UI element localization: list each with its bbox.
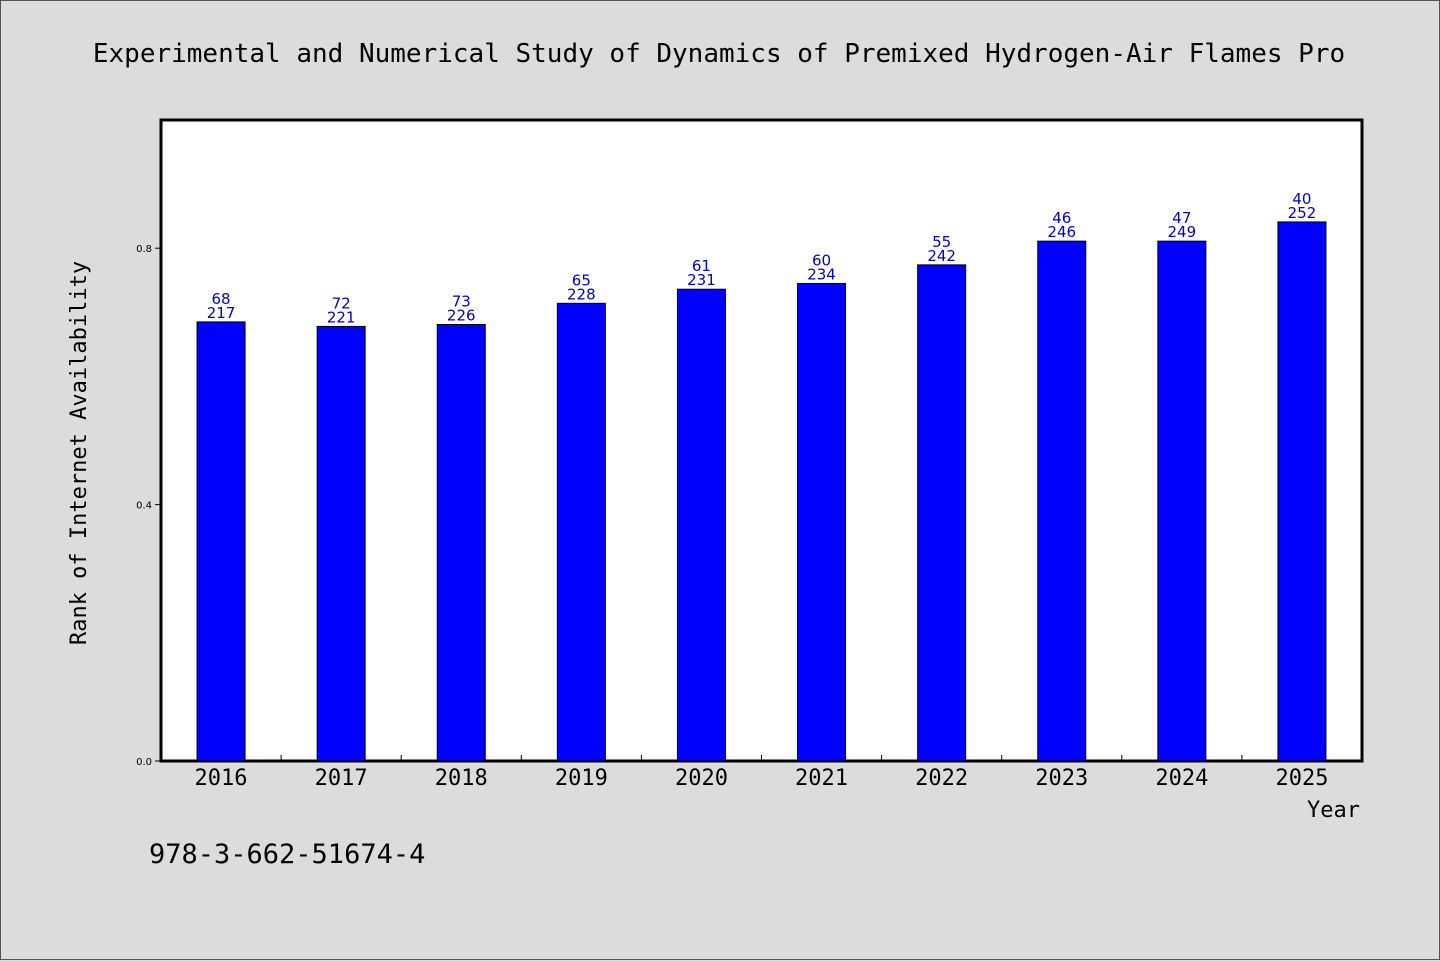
bar-label-bottom-2018: 226 xyxy=(447,306,476,324)
bar-2016 xyxy=(196,321,246,762)
bar-label-bottom-2024: 249 xyxy=(1168,223,1197,241)
bar-label-bottom-2022: 242 xyxy=(927,247,956,265)
bar-label-top-2020: 61 xyxy=(692,257,711,275)
x-tick-label-2020: 2020 xyxy=(675,766,728,791)
bar-label-top-2016: 68 xyxy=(212,290,231,308)
bar-label-top-2023: 46 xyxy=(1052,209,1071,227)
x-tick-label-2025: 2025 xyxy=(1275,766,1328,791)
bar-2017 xyxy=(316,325,366,762)
bar-2023 xyxy=(1037,240,1087,762)
x-ticks-group: 2016 2017 2018 2019 2020 2021 2022 2023 2024 2025 xyxy=(195,755,1328,791)
bar-2021 xyxy=(797,282,847,762)
x-tick-label-2023: 2023 xyxy=(1035,766,1088,791)
bar-label-bottom-2021: 234 xyxy=(807,265,836,283)
y-axis-label: Rank of Internet Availability xyxy=(67,261,92,645)
bar-2018 xyxy=(436,323,486,762)
bar-label-bottom-2017: 221 xyxy=(327,308,356,326)
bar-label-top-2022: 55 xyxy=(932,233,951,251)
x-tick-label-2022: 2022 xyxy=(915,766,968,791)
bar-label-top-2017: 72 xyxy=(332,294,351,312)
y-tick-label-0.4: 0.4 xyxy=(136,501,152,512)
bar-2022 xyxy=(917,264,967,762)
bar-label-top-2024: 47 xyxy=(1172,209,1191,227)
bar-2020 xyxy=(676,288,726,762)
bar-label-top-2018: 73 xyxy=(452,292,471,310)
y-tick-label-0.0: 0.0 xyxy=(136,757,152,768)
bar-label-bottom-2016: 217 xyxy=(207,304,236,322)
x-tick-label-2017: 2017 xyxy=(315,766,368,791)
bar-label-bottom-2019: 228 xyxy=(567,285,596,303)
bar-label-bottom-2023: 246 xyxy=(1047,223,1076,241)
isbn-text: 978-3-662-51674-4 xyxy=(149,839,425,870)
x-tick-label-2016: 2016 xyxy=(195,766,248,791)
bar-label-top-2021: 60 xyxy=(812,251,831,269)
y-tick-label-0.8: 0.8 xyxy=(136,244,152,255)
bars-group xyxy=(196,221,1327,762)
chart-title: Experimental and Numerical Study of Dyna… xyxy=(93,39,1345,69)
bar-label-bottom-2020: 231 xyxy=(687,271,716,289)
x-tick-label-2018: 2018 xyxy=(435,766,488,791)
bar-label-top-2025: 40 xyxy=(1292,190,1311,208)
bar-label-bottom-2025: 252 xyxy=(1288,204,1317,222)
x-axis-label: Year xyxy=(1307,798,1360,823)
bar-label-top-2019: 65 xyxy=(572,271,591,289)
bar-2019 xyxy=(556,302,606,762)
x-tick-label-2021: 2021 xyxy=(795,766,848,791)
bar-2024 xyxy=(1157,240,1207,762)
bar-2025 xyxy=(1277,221,1327,762)
x-tick-label-2019: 2019 xyxy=(555,766,608,791)
x-tick-label-2024: 2024 xyxy=(1155,766,1208,791)
y-ticks-group: 0.0 0.4 0.8 xyxy=(136,244,161,768)
